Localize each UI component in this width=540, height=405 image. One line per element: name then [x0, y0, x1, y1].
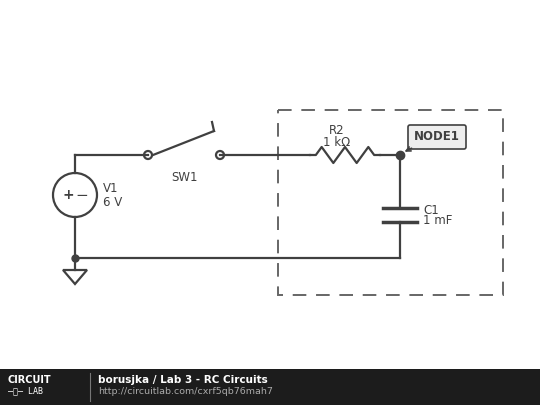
Text: NODE1: NODE1	[414, 130, 460, 143]
Bar	[0, 369, 540, 405]
Text: 1 mF: 1 mF	[423, 215, 453, 228]
Bar	[278, 110, 503, 295]
Text: 6 V: 6 V	[103, 196, 122, 209]
Text: borusjka / Lab 3 - RC Circuits: borusjka / Lab 3 - RC Circuits	[98, 375, 268, 385]
FancyBboxPatch shape	[408, 125, 466, 149]
Text: C1: C1	[423, 203, 438, 217]
Text: —⦬— LAB: —⦬— LAB	[8, 386, 43, 395]
Text: SW1: SW1	[171, 171, 197, 184]
Text: http://circuitlab.com/cxrf5qb76mah7: http://circuitlab.com/cxrf5qb76mah7	[98, 387, 273, 396]
Text: CIRCUIT: CIRCUIT	[8, 375, 52, 385]
Text: V1: V1	[103, 183, 118, 196]
Text: −: −	[76, 188, 89, 202]
Text: +: +	[62, 188, 74, 202]
Text: R2: R2	[329, 124, 345, 138]
Text: 1 kΩ: 1 kΩ	[323, 136, 350, 149]
